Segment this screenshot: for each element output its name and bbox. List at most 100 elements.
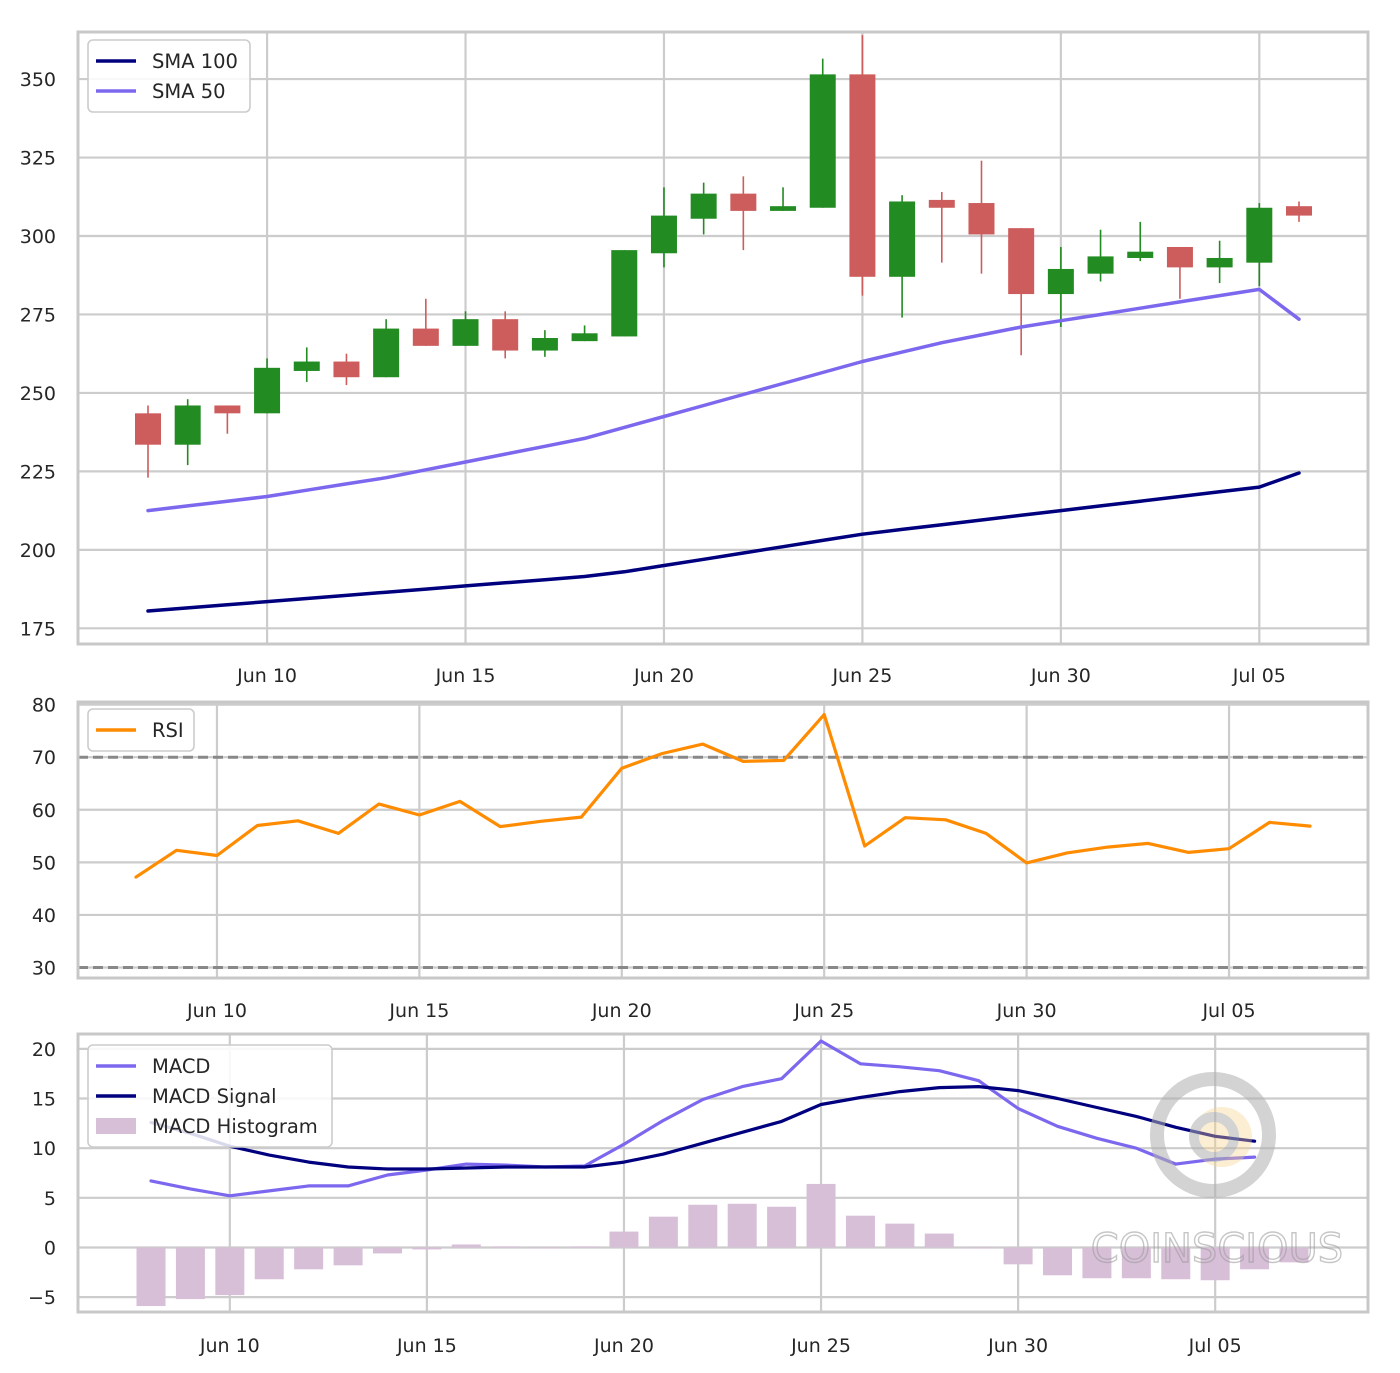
price-ytick-label: 275 xyxy=(20,304,56,326)
macd-histogram-bar xyxy=(1240,1247,1270,1270)
macd-legend-swatch xyxy=(96,1118,136,1134)
macd-histogram-bar xyxy=(1200,1247,1230,1281)
candle-body-down xyxy=(214,405,241,414)
macd-xtick-label: Jun 30 xyxy=(987,1335,1048,1357)
rsi-ytick-label: 30 xyxy=(32,957,56,979)
macd-histogram-bar xyxy=(215,1247,245,1296)
price-xtick-label: Jun 15 xyxy=(435,665,496,687)
macd-histogram-bar xyxy=(491,1246,521,1248)
candle-body-up xyxy=(452,319,479,346)
macd-histogram-bar xyxy=(648,1216,678,1248)
coinscious-watermark: COINSCIOUS xyxy=(1090,1072,1344,1273)
macd-histogram-bar xyxy=(609,1231,639,1248)
macd-histogram-bar xyxy=(1279,1247,1309,1263)
macd-signal-line xyxy=(149,1084,1257,1171)
macd-histogram-bar xyxy=(412,1247,442,1250)
candle-body-down xyxy=(333,361,360,378)
macd-histogram-bar xyxy=(727,1203,757,1248)
macd-histogram-bar xyxy=(845,1215,875,1248)
macd-legend-label: MACD xyxy=(152,1055,210,1078)
price-xtick-label: Jun 30 xyxy=(1030,665,1091,687)
candle-body-up xyxy=(373,328,400,378)
macd-histogram-bar xyxy=(924,1233,954,1248)
rsi-ytick-label: 60 xyxy=(32,800,56,822)
candle-body-down xyxy=(1166,246,1193,268)
macd-ytick-label: −5 xyxy=(28,1287,56,1309)
rsi-ytick-label: 40 xyxy=(32,905,56,927)
macd-frame xyxy=(76,1032,1370,1314)
candle-body-up xyxy=(889,201,916,277)
price-ytick-label: 225 xyxy=(20,461,56,483)
macd-histogram-bar xyxy=(175,1247,205,1300)
macd-legend-label: MACD Histogram xyxy=(152,1115,318,1138)
macd-histogram-bar xyxy=(806,1183,836,1248)
price-xtick-label: Jul 05 xyxy=(1232,665,1286,687)
rsi-ytick-label: 70 xyxy=(32,747,56,769)
macd-xtick-label: Jun 10 xyxy=(199,1335,260,1357)
rsi-xtick-label: Jun 30 xyxy=(996,1000,1057,1022)
watermark-text: COINSCIOUS xyxy=(1091,1226,1343,1272)
candle-body-up xyxy=(611,250,638,337)
price-ytick-label: 175 xyxy=(20,618,56,640)
price-ytick-label: 300 xyxy=(20,226,56,248)
macd-histogram-bar xyxy=(294,1247,324,1270)
price-ytick-label: 200 xyxy=(20,540,56,562)
candle-body-down xyxy=(730,193,757,211)
candle-body-down xyxy=(1286,206,1312,216)
price-legend xyxy=(87,39,251,113)
price-plot-area xyxy=(78,32,1368,644)
price-ytick-label: 350 xyxy=(20,69,56,91)
candle-body-down xyxy=(928,199,955,208)
macd-legend-label: MACD Signal xyxy=(152,1085,277,1108)
macd-histogram-bar xyxy=(964,1247,994,1249)
sma-50-line xyxy=(146,287,1301,513)
candle-body-up xyxy=(293,361,320,371)
price-xtick-label: Jun 25 xyxy=(831,665,892,687)
candle-body-up xyxy=(1246,207,1273,263)
candle-body-up xyxy=(571,333,598,342)
candle-body-down xyxy=(412,328,439,346)
macd-legend xyxy=(87,1044,333,1148)
candle-body-down xyxy=(1008,228,1035,295)
price-panel: Jun 10 Jun 15 Jun 20 Jun 25 Jun 30 Jul 05 175 2… xyxy=(20,30,1370,687)
macd-histogram-bar xyxy=(254,1247,284,1280)
candle-body-up xyxy=(770,206,797,211)
rsi-xtick-label: Jun 25 xyxy=(793,1000,854,1022)
macd-ytick-label: 10 xyxy=(32,1138,56,1160)
macd-histogram-bar xyxy=(451,1244,481,1248)
macd-ytick-label: 0 xyxy=(44,1237,56,1259)
candle-body-down xyxy=(849,74,876,277)
macd-histogram-bar xyxy=(688,1204,718,1248)
sma-100-line xyxy=(146,471,1301,613)
candle-body-up xyxy=(1047,268,1074,295)
macd-histogram-bar xyxy=(885,1223,915,1248)
candle-body-down xyxy=(968,203,995,235)
candle-body-up xyxy=(254,367,281,414)
macd-ytick-label: 15 xyxy=(32,1089,56,1111)
macd-histogram-bar xyxy=(1121,1247,1151,1279)
macd-ytick-label: 20 xyxy=(32,1039,56,1061)
watermark-logo-inner xyxy=(1189,1112,1239,1162)
rsi-xtick-label: Jun 20 xyxy=(591,1000,652,1022)
candle-body-up xyxy=(174,405,201,445)
rsi-legend xyxy=(87,708,195,752)
candle-body-down xyxy=(135,413,161,445)
candle-body-down xyxy=(492,319,519,351)
macd-xtick-label: Jul 05 xyxy=(1188,1335,1242,1357)
rsi-panel: Jun 10 Jun 15 Jun 20 Jun 25 Jun 30 Jul 05 30 40… xyxy=(32,695,1370,1022)
macd-line xyxy=(149,1039,1257,1198)
macd-histogram-bar xyxy=(1003,1247,1033,1265)
macd-histogram-bar xyxy=(570,1246,600,1248)
macd-xtick-label: Jun 15 xyxy=(396,1335,457,1357)
macd-histogram-bar xyxy=(136,1247,166,1307)
macd-xtick-label: Jun 25 xyxy=(790,1335,851,1357)
macd-histogram-bar xyxy=(333,1247,363,1266)
rsi-line xyxy=(134,712,1312,879)
price-ytick-label: 325 xyxy=(20,148,56,170)
macd-xtick-label: Jun 20 xyxy=(593,1335,654,1357)
rsi-ytick-label: 80 xyxy=(32,695,56,717)
rsi-xtick-label: Jun 15 xyxy=(388,1000,449,1022)
rsi-xtick-label: Jul 05 xyxy=(1201,1000,1255,1022)
candle-body-up xyxy=(1087,256,1114,274)
